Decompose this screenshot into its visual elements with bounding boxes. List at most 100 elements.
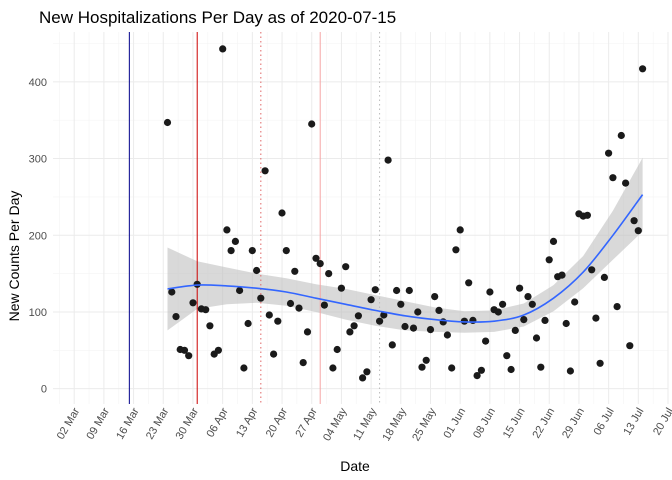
- data-point: [206, 322, 214, 330]
- grid-major: [53, 32, 669, 404]
- data-point: [214, 346, 222, 354]
- data-point: [291, 267, 299, 275]
- data-point: [236, 286, 244, 295]
- y-tick-label: 0: [41, 384, 47, 396]
- data-point: [537, 363, 545, 371]
- data-point: [486, 288, 494, 296]
- data-point: [363, 368, 371, 376]
- data-point: [482, 337, 490, 345]
- x-tick-label: 11 May: [351, 406, 379, 443]
- y-tick-label: 400: [29, 77, 47, 89]
- data-point: [219, 45, 227, 53]
- data-point: [588, 266, 596, 274]
- data-point: [371, 286, 379, 294]
- x-tick-label: 09 Mar: [84, 406, 112, 442]
- data-point: [566, 367, 575, 375]
- x-tick-label: 22 Jun: [530, 406, 557, 441]
- data-point: [443, 331, 451, 339]
- data-point: [541, 316, 549, 324]
- data-point: [524, 293, 532, 301]
- data-point: [422, 356, 430, 364]
- data-point: [163, 118, 172, 127]
- data-point: [571, 298, 579, 306]
- x-tick-label: 13 Jul: [621, 406, 646, 437]
- data-point: [634, 227, 642, 235]
- data-point: [189, 299, 197, 307]
- data-point: [346, 328, 354, 336]
- x-tick-labels: 02 Mar 09 Mar 16 Mar 23 Mar 30 Mar 06 Apr 13 A…: [55, 406, 672, 444]
- data-point: [299, 359, 307, 367]
- x-tick-label: 04 May: [321, 406, 350, 444]
- data-point: [401, 322, 409, 331]
- data-point: [227, 247, 235, 255]
- data-point: [435, 306, 443, 314]
- data-point: [333, 345, 341, 354]
- data-point: [558, 271, 566, 279]
- data-point: [384, 156, 392, 164]
- data-point: [473, 372, 481, 380]
- x-tick-label: 18 May: [380, 406, 409, 444]
- data-point: [316, 260, 324, 268]
- data-point: [469, 316, 477, 324]
- x-tick-label: 30 Mar: [174, 406, 202, 442]
- data-point: [325, 270, 333, 278]
- x-tick-label: 15 Jun: [501, 406, 528, 441]
- y-tick-label: 300: [29, 154, 47, 166]
- grid-minor: [53, 32, 668, 404]
- data-point: [380, 311, 388, 319]
- data-point: [452, 246, 460, 254]
- data-point: [270, 350, 278, 358]
- x-tick-label: 25 May: [410, 406, 439, 444]
- data-point: [337, 284, 345, 292]
- x-tick-label: 23 Mar: [144, 406, 172, 442]
- data-point: [278, 209, 286, 217]
- data-point: [329, 364, 337, 372]
- data-point: [418, 363, 426, 371]
- data-point: [257, 294, 265, 302]
- data-point: [409, 324, 418, 332]
- y-tick-labels: 0 100 200 300 400: [29, 77, 47, 396]
- x-tick-label: 29 Jun: [560, 406, 587, 441]
- data-point: [172, 313, 180, 321]
- data-point: [549, 237, 558, 245]
- chart-title: New Hospitalizations Per Day as of 2020-…: [39, 8, 396, 27]
- data-point: [248, 247, 256, 255]
- confidence-band: [167, 157, 643, 333]
- data-point: [397, 300, 405, 308]
- smooth-line-layer: [167, 194, 644, 323]
- data-point: [630, 217, 638, 225]
- data-point: [545, 256, 553, 264]
- data-point: [359, 374, 367, 382]
- data-point: [265, 311, 273, 319]
- x-tick-label: 27 Apr: [294, 406, 320, 440]
- data-point: [494, 308, 502, 316]
- smooth-line: [167, 194, 644, 323]
- data-point: [376, 317, 384, 325]
- data-point: [626, 342, 634, 350]
- data-point: [231, 237, 239, 245]
- data-point: [431, 293, 439, 301]
- data-point: [261, 167, 269, 175]
- data-point: [426, 326, 435, 334]
- x-tick-label: 20 Apr: [264, 406, 290, 440]
- data-point: [622, 179, 630, 187]
- data-point: [367, 296, 375, 304]
- data-point: [354, 312, 362, 320]
- data-point: [282, 247, 290, 255]
- data-point: [592, 314, 600, 322]
- y-tick-label: 100: [29, 307, 47, 319]
- data-point: [583, 211, 592, 219]
- data-point: [532, 334, 541, 342]
- reference-lines: [128, 32, 381, 404]
- x-tick-label: 06 Jul: [592, 406, 617, 437]
- x-tick-label: 06 Apr: [205, 406, 231, 440]
- x-tick-label: 08 Jun: [471, 406, 498, 441]
- data-point: [223, 226, 231, 234]
- x-tick-label: 02 Mar: [55, 406, 83, 442]
- data-point: [295, 304, 303, 312]
- data-point: [516, 284, 524, 292]
- data-point: [439, 318, 447, 326]
- data-point: [507, 365, 515, 374]
- data-point: [617, 131, 625, 140]
- data-point: [180, 346, 189, 354]
